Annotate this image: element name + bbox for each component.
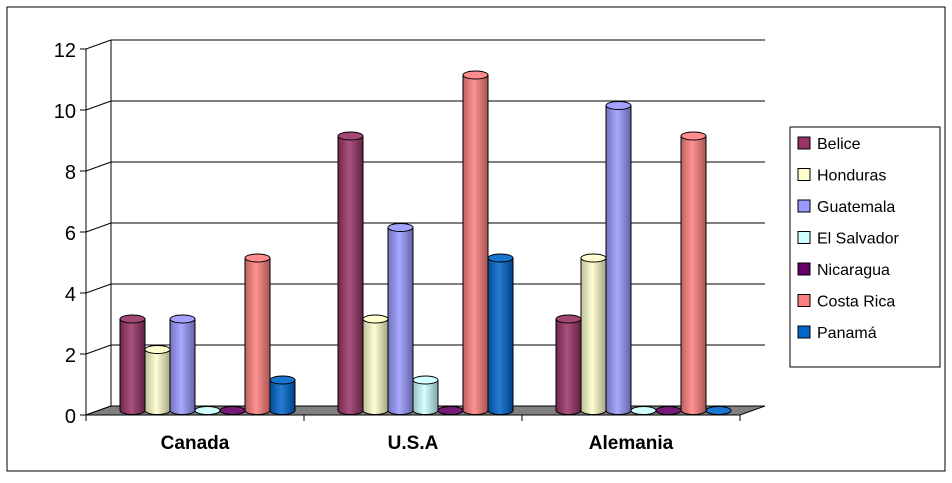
- gridline-side: [85, 222, 112, 233]
- bar-honduras-canada: [144, 345, 171, 415]
- gridline-side: [85, 161, 112, 172]
- y-tick-label: 12: [54, 40, 76, 62]
- bar-top: [462, 70, 489, 80]
- bar-belice-alemania: [555, 314, 582, 415]
- y-tick-label: 2: [65, 345, 76, 367]
- bar-honduras-alemania: [580, 253, 607, 415]
- bar-body: [487, 257, 514, 415]
- legend-label: Nicaragua: [817, 262, 890, 279]
- bar-top: [487, 253, 514, 263]
- bar-body: [412, 379, 439, 415]
- legend-label: El Salvador: [817, 231, 899, 248]
- legend-swatch: [797, 262, 811, 276]
- bar-top: [144, 345, 171, 354]
- legend-item: Nicaragua: [797, 262, 890, 279]
- bar-top: [655, 406, 682, 415]
- bar-top: [437, 406, 464, 415]
- legend-item: El Salvador: [797, 231, 899, 248]
- bar-costa-rica-canada: [244, 253, 271, 415]
- bar-nicaragua-alemania: [655, 406, 682, 415]
- y-tick-label: 0: [65, 406, 76, 428]
- gridline-side: [85, 39, 112, 50]
- legend-item: Honduras: [797, 168, 886, 185]
- bar-body: [144, 349, 171, 415]
- bar-top: [680, 131, 707, 141]
- bar-top: [412, 375, 439, 385]
- bar-body: [119, 318, 146, 415]
- legend-item: Belice: [797, 136, 861, 153]
- bar-body: [605, 105, 632, 415]
- bar-body: [555, 318, 582, 415]
- x-tick-label: Alemania: [589, 433, 674, 454]
- gridline-side: [85, 283, 112, 294]
- legend-label: Panamá: [817, 325, 877, 342]
- bar-top: [119, 314, 146, 324]
- bar-guatemala-alemania: [605, 101, 632, 415]
- bar-top: [194, 406, 221, 415]
- bar-top: [630, 406, 657, 415]
- bar-body: [169, 318, 196, 415]
- legend-swatch: [797, 168, 811, 181]
- bar-body: [362, 318, 389, 415]
- bar-belice-canada: [119, 314, 146, 415]
- bar-top: [387, 223, 414, 232]
- bar-top: [219, 406, 246, 415]
- bar-top: [362, 314, 389, 324]
- gridline-side: [85, 344, 112, 355]
- bar-costa-rica-alemania: [680, 131, 707, 415]
- bar-body: [244, 257, 271, 415]
- x-tick-label: Canada: [161, 433, 230, 454]
- bar-top: [169, 314, 196, 324]
- bar-el-salvador-canada: [194, 406, 221, 415]
- legend-swatch: [797, 231, 811, 244]
- legend-label: Honduras: [817, 168, 886, 185]
- bar-nicaragua-canada: [219, 406, 246, 415]
- bar-guatemala-u-s-a: [387, 223, 414, 415]
- bar-costa-rica-u-s-a: [462, 70, 489, 415]
- bar-el-salvador-alemania: [630, 406, 657, 415]
- bar-body: [387, 227, 414, 415]
- bar-top: [337, 131, 364, 141]
- bar-top: [705, 406, 732, 415]
- bar-top: [269, 375, 296, 385]
- legend-swatch: [797, 199, 811, 213]
- legend-item: Costa Rica: [797, 294, 895, 311]
- bar-top: [244, 253, 271, 263]
- y-tick-label: 6: [65, 223, 76, 245]
- bar-body: [269, 379, 296, 415]
- legend-swatch: [797, 294, 811, 307]
- y-tick-label: 10: [54, 101, 76, 123]
- bar-top: [605, 101, 632, 110]
- legend-swatch: [797, 136, 811, 150]
- legend-item: Panamá: [797, 325, 877, 342]
- bar-top: [555, 314, 582, 324]
- legend-swatch: [797, 325, 811, 339]
- bar-honduras-u-s-a: [362, 314, 389, 415]
- bar-nicaragua-u-s-a: [437, 406, 464, 415]
- bar-panam--canada: [269, 375, 296, 415]
- y-tick-label: 8: [65, 162, 76, 184]
- bar-panam--alemania: [705, 406, 732, 415]
- bar-guatemala-canada: [169, 314, 196, 415]
- legend-item: Guatemala: [797, 199, 895, 216]
- bar-body: [337, 135, 364, 415]
- gridline-side: [85, 100, 112, 111]
- bar-top: [580, 253, 607, 263]
- x-tick-label: U.S.A: [388, 433, 439, 454]
- legend-label: Guatemala: [817, 199, 895, 216]
- legend-box: [789, 126, 941, 368]
- bar-body: [580, 257, 607, 415]
- legend-label: Costa Rica: [817, 294, 895, 311]
- bar-body: [462, 74, 489, 415]
- bar-el-salvador-u-s-a: [412, 375, 439, 415]
- bar-belice-u-s-a: [337, 131, 364, 415]
- bar-body: [680, 135, 707, 415]
- bar-panam--u-s-a: [487, 253, 514, 415]
- y-tick-label: 4: [65, 284, 76, 306]
- legend-label: Belice: [817, 136, 861, 153]
